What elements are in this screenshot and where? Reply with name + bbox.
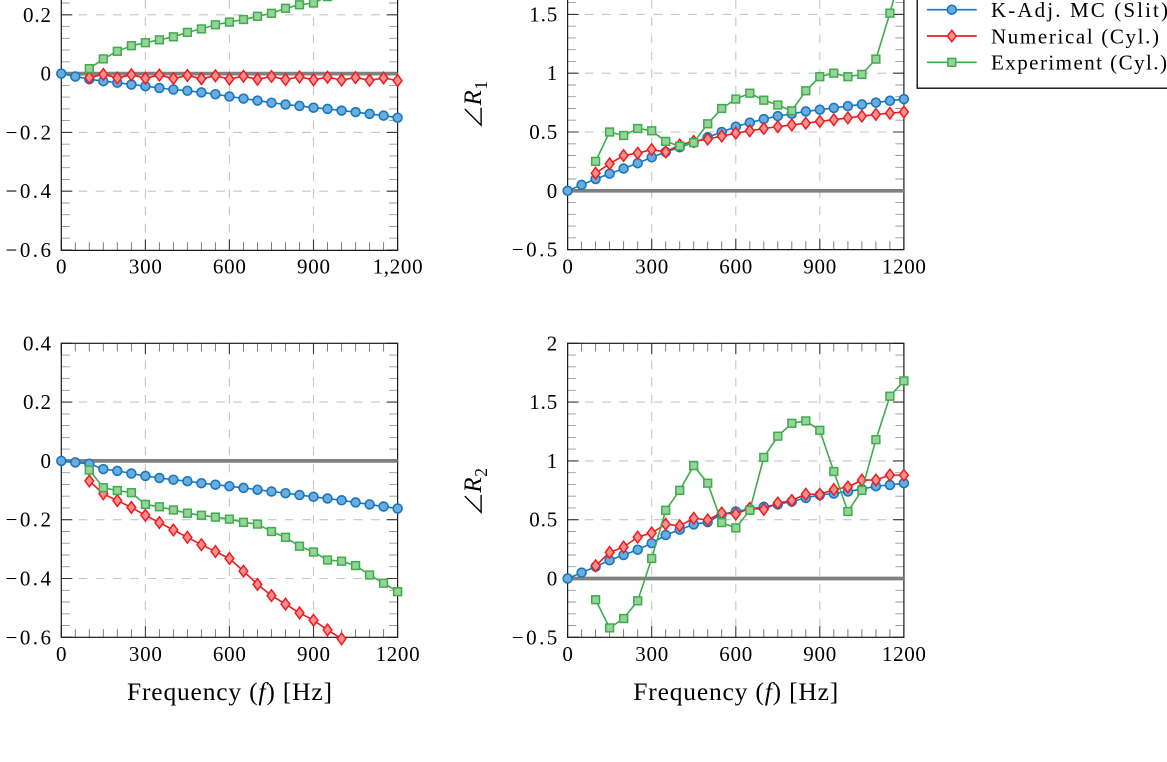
svg-text:300: 300 (635, 642, 668, 666)
svg-text:1: 1 (471, 81, 491, 90)
svg-text:0: 0 (41, 62, 52, 86)
svg-text:−0.2: −0.2 (6, 120, 52, 144)
svg-text:600: 600 (719, 642, 752, 666)
svg-text:0.4: 0.4 (23, 331, 52, 355)
svg-text:0.5: 0.5 (529, 508, 557, 532)
svg-text:600: 600 (213, 255, 246, 279)
svg-text:300: 300 (635, 255, 668, 279)
svg-text:2: 2 (471, 468, 491, 477)
svg-text:−0.4: −0.4 (6, 179, 52, 203)
svg-text:900: 900 (803, 642, 836, 666)
svg-text:0: 0 (562, 255, 573, 279)
svg-text:−0.2: −0.2 (6, 508, 52, 532)
svg-text:0: 0 (562, 642, 573, 666)
svg-text:−0.4: −0.4 (6, 567, 52, 591)
svg-text:1200: 1200 (882, 255, 926, 279)
svg-text:0.2: 0.2 (23, 390, 51, 414)
svg-text:K-Adj. MC (Slit): K-Adj. MC (Slit) (991, 0, 1167, 22)
svg-text:300: 300 (129, 642, 162, 666)
svg-text:Numerical (Cyl.): Numerical (Cyl.) (991, 24, 1159, 48)
svg-text:1: 1 (547, 61, 558, 85)
svg-text:−0.6: −0.6 (6, 238, 52, 262)
svg-text:1.5: 1.5 (529, 2, 557, 26)
svg-text:−0.5: −0.5 (512, 238, 558, 262)
svg-text:Experiment (Cyl.): Experiment (Cyl.) (991, 51, 1167, 75)
svg-text:600: 600 (719, 255, 752, 279)
svg-text:Frequency (f) [Hz]: Frequency (f) [Hz] (127, 677, 332, 706)
svg-text:0: 0 (547, 179, 558, 203)
svg-text:2: 2 (547, 331, 558, 355)
svg-text:0.5: 0.5 (529, 120, 557, 144)
svg-text:0: 0 (41, 449, 52, 473)
svg-text:R: R (460, 477, 487, 493)
svg-text:1: 1 (547, 449, 558, 473)
svg-text:900: 900 (297, 642, 330, 666)
svg-text:1200: 1200 (882, 642, 926, 666)
svg-text:900: 900 (803, 255, 836, 279)
svg-text:1.5: 1.5 (529, 390, 557, 414)
svg-text:1,200: 1,200 (373, 255, 423, 279)
svg-text:Frequency (f) [Hz]: Frequency (f) [Hz] (633, 677, 838, 706)
svg-text:1200: 1200 (376, 642, 420, 666)
svg-text:0: 0 (56, 255, 67, 279)
svg-text:300: 300 (129, 255, 162, 279)
svg-text:0.2: 0.2 (23, 3, 51, 27)
svg-text:600: 600 (213, 642, 246, 666)
svg-text:900: 900 (297, 255, 330, 279)
svg-text:−0.5: −0.5 (512, 625, 558, 649)
svg-text:0: 0 (56, 642, 67, 666)
svg-text:R: R (460, 90, 487, 106)
svg-text:−0.6: −0.6 (6, 625, 52, 649)
svg-text:0: 0 (547, 567, 558, 591)
